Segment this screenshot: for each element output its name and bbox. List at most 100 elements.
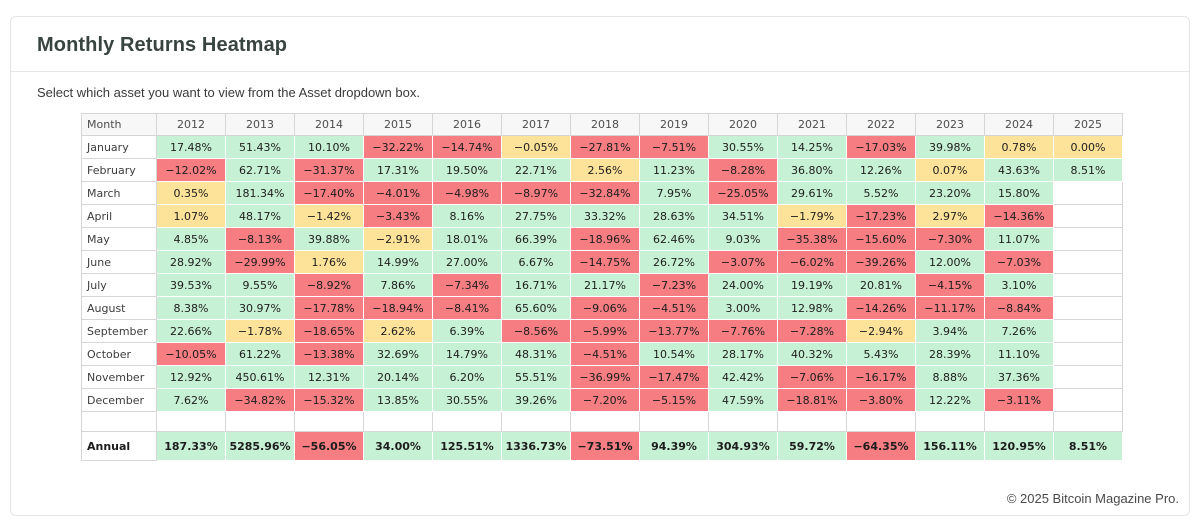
heatmap-cell: 6.39% (432, 319, 502, 343)
heatmap-cell: 1336.73% (501, 431, 571, 461)
heatmap-cell: −17.23% (846, 204, 916, 228)
heatmap-cell: −29.99% (225, 250, 295, 274)
year-column-header: 2021 (777, 113, 847, 136)
header-row: Month 2012 2013 2014 2015 2016 2017 2018 2019 202… (81, 113, 1123, 136)
heatmap-cell: 20.81% (846, 273, 916, 297)
empty-cell (1053, 411, 1123, 432)
heatmap-cell: 55.51% (501, 365, 571, 389)
asset-dropdown-hint: Select which asset you want to view from… (37, 85, 420, 100)
heatmap-table-wrap: Month 2012 2013 2014 2015 2016 2017 2018 2019 202… (81, 113, 1163, 461)
heatmap-cell: −2.91% (363, 227, 433, 251)
empty-cell (1053, 365, 1123, 389)
empty-cell (1053, 319, 1123, 343)
card-header: Monthly Returns Heatmap (11, 17, 1189, 72)
year-column-header: 2024 (984, 113, 1054, 136)
year-column-header: 2025 (1053, 113, 1123, 136)
heatmap-cell: −14.75% (570, 250, 640, 274)
empty-cell (570, 411, 640, 432)
heatmap-cell: 7.62% (156, 388, 226, 412)
heatmap-cell: 30.55% (432, 388, 502, 412)
heatmap-cell: 24.00% (708, 273, 778, 297)
table-row: December 7.62% −34.82% −15.32% 13.85% 30.55% 3… (81, 388, 1123, 412)
heatmap-cell: 62.71% (225, 158, 295, 182)
year-column-header: 2017 (501, 113, 571, 136)
spacer-row (81, 411, 1123, 432)
heatmap-cell: −9.06% (570, 296, 640, 320)
heatmap-cell: −17.03% (846, 135, 916, 159)
month-column-header: Month (81, 113, 157, 136)
heatmap-cell: 47.59% (708, 388, 778, 412)
heatmap-cell: −4.51% (639, 296, 709, 320)
heatmap-cell: −17.78% (294, 296, 364, 320)
heatmap-cell: −8.97% (501, 181, 571, 205)
heatmap-cell: 17.48% (156, 135, 226, 159)
heatmap-cell: −6.02% (777, 250, 847, 274)
row-label: March (81, 181, 157, 205)
annual-row-label: Annual (81, 431, 157, 461)
heatmap-cell: 450.61% (225, 365, 295, 389)
empty-cell (984, 411, 1054, 432)
heatmap-cell: 39.26% (501, 388, 571, 412)
row-label: January (81, 135, 157, 159)
heatmap-cell: −1.79% (777, 204, 847, 228)
heatmap-cell: 7.26% (984, 319, 1054, 343)
heatmap-cell: 2.97% (915, 204, 985, 228)
heatmap-cell: 11.07% (984, 227, 1054, 251)
heatmap-cell: 12.98% (777, 296, 847, 320)
heatmap-cell: 20.14% (363, 365, 433, 389)
empty-cell (432, 411, 502, 432)
heatmap-cell: 0.78% (984, 135, 1054, 159)
heatmap-cell: 9.03% (708, 227, 778, 251)
heatmap-cell: −14.36% (984, 204, 1054, 228)
empty-cell (915, 411, 985, 432)
heatmap-cell: −5.15% (639, 388, 709, 412)
heatmap-cell: 39.53% (156, 273, 226, 297)
empty-cell (708, 411, 778, 432)
heatmap-cell: −8.92% (294, 273, 364, 297)
heatmap-cell: −3.43% (363, 204, 433, 228)
heatmap-cell: 42.42% (708, 365, 778, 389)
heatmap-cell: −8.13% (225, 227, 295, 251)
empty-cell (1053, 296, 1123, 320)
heatmap-cell: 1.07% (156, 204, 226, 228)
heatmap-cell: 156.11% (915, 431, 985, 461)
heatmap-cell: 28.17% (708, 342, 778, 366)
empty-cell (1053, 181, 1123, 205)
heatmap-cell: 18.01% (432, 227, 502, 251)
heatmap-cell: −7.76% (708, 319, 778, 343)
heatmap-cell: 19.50% (432, 158, 502, 182)
heatmap-cell: −32.22% (363, 135, 433, 159)
heatmap-cell: 12.92% (156, 365, 226, 389)
table-row: May 4.85% −8.13% 39.88% −2.91% 18.01% 66.39% −1… (81, 227, 1123, 251)
heatmap-cell: 2.56% (570, 158, 640, 182)
heatmap-cell: 65.60% (501, 296, 571, 320)
heatmap-cell: 14.79% (432, 342, 502, 366)
heatmap-cell: −10.05% (156, 342, 226, 366)
heatmap-cell: 39.98% (915, 135, 985, 159)
heatmap-cell: 26.72% (639, 250, 709, 274)
year-column-header: 2018 (570, 113, 640, 136)
heatmap-cell: 5285.96% (225, 431, 295, 461)
heatmap-cell: −14.74% (432, 135, 502, 159)
empty-cell (81, 411, 157, 432)
year-column-header: 2014 (294, 113, 364, 136)
heatmap-cell: 8.16% (432, 204, 502, 228)
heatmap-cell: −18.65% (294, 319, 364, 343)
heatmap-cell: 11.23% (639, 158, 709, 182)
heatmap-cell: −35.38% (777, 227, 847, 251)
heatmap-cell: 10.54% (639, 342, 709, 366)
empty-cell (156, 411, 226, 432)
heatmap-cell: 29.61% (777, 181, 847, 205)
heatmap-cell: 48.31% (501, 342, 571, 366)
heatmap-cell: 3.10% (984, 273, 1054, 297)
heatmap-cell: 27.00% (432, 250, 502, 274)
heatmap-cell: 5.43% (846, 342, 916, 366)
year-column-header: 2015 (363, 113, 433, 136)
heatmap-cell: 7.86% (363, 273, 433, 297)
heatmap-cell: 12.00% (915, 250, 985, 274)
heatmap-cell: 34.00% (363, 431, 433, 461)
heatmap-cell: 94.39% (639, 431, 709, 461)
heatmap-cell: 8.88% (915, 365, 985, 389)
empty-cell (1053, 273, 1123, 297)
heatmap-cell: 32.69% (363, 342, 433, 366)
